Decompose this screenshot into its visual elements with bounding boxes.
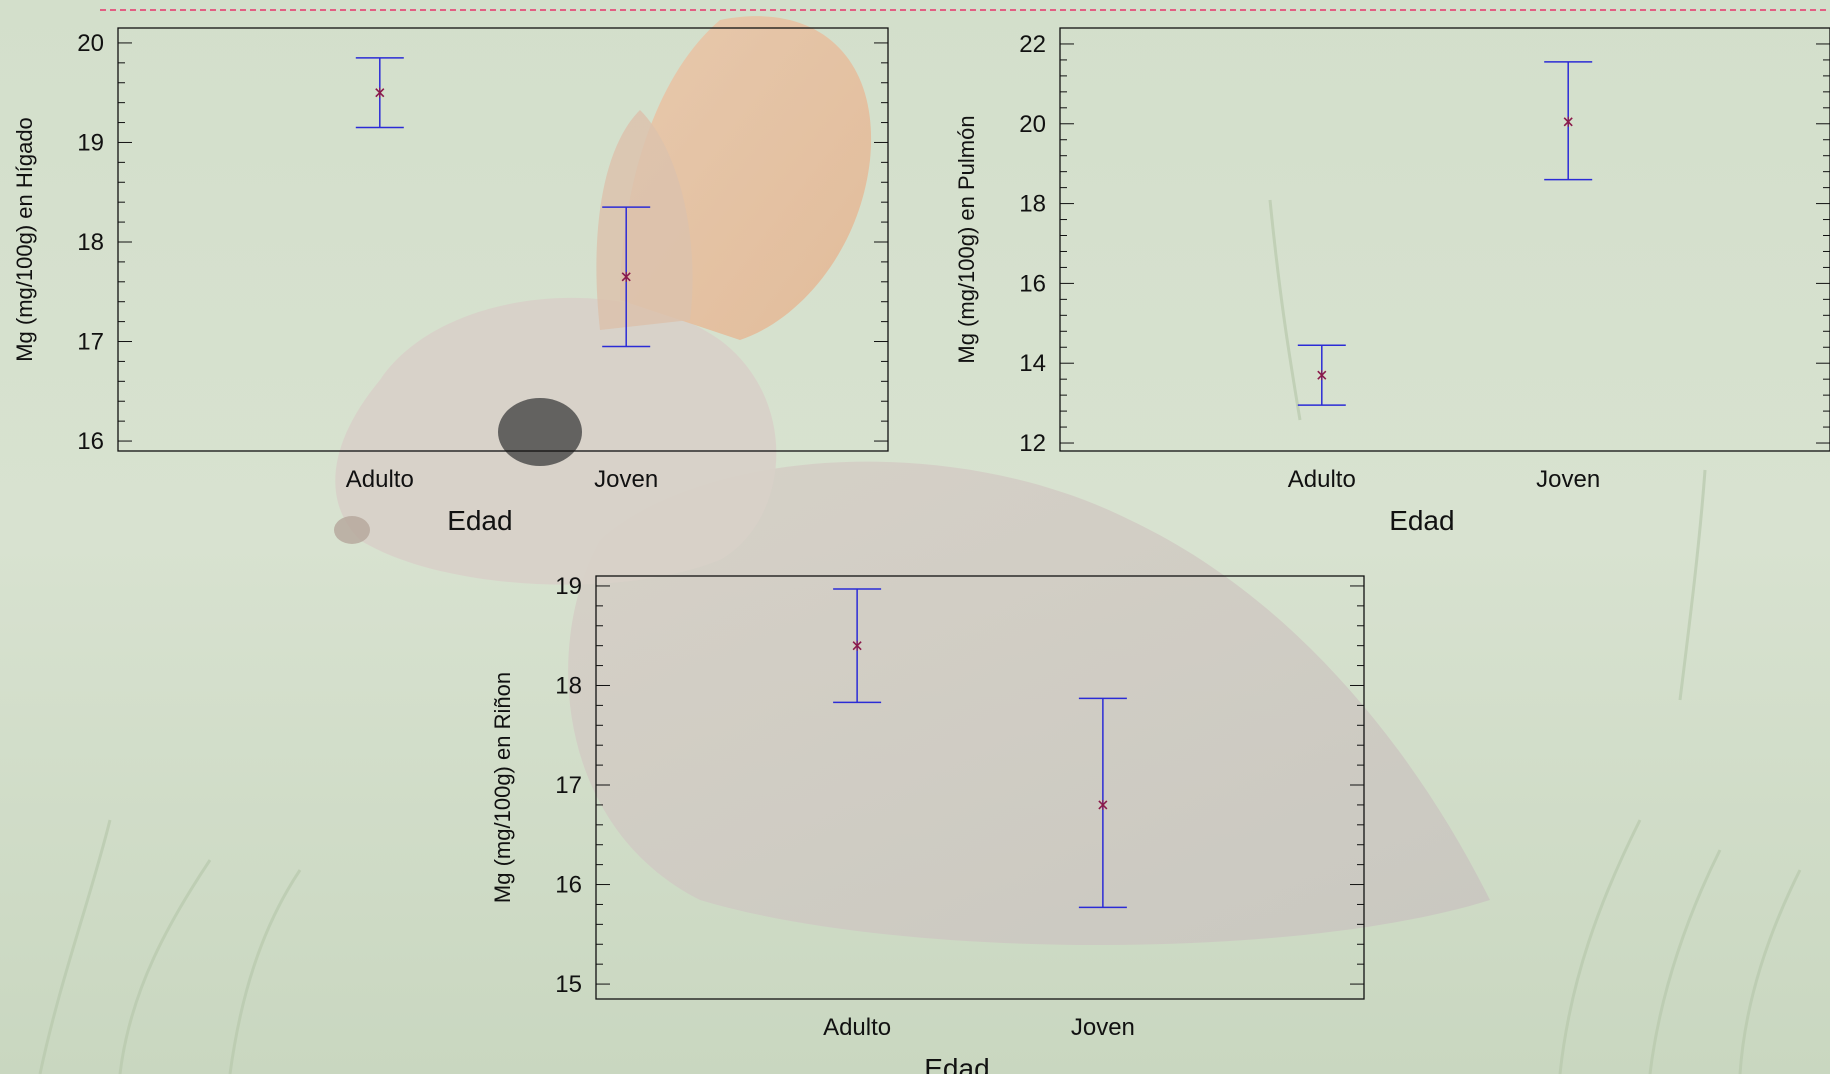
y-axis-title: Mg (mg/100g) en Hígado — [12, 117, 37, 362]
rabbit-body — [568, 461, 1490, 945]
x-axis-title: Edad — [447, 505, 512, 536]
y-tick-label: 17 — [77, 329, 104, 356]
y-tick-label: 18 — [555, 672, 582, 699]
x-category-label: Adulto — [1288, 466, 1356, 493]
rabbit-ear-front — [596, 110, 693, 330]
rabbit-eye — [498, 398, 582, 466]
chart-1: 16 17 18 19 20 Adulto Joven Edad Mg (mg/100g) en… — [12, 27, 889, 536]
rabbit-nose — [334, 516, 370, 544]
y-tick-label: 15 — [555, 971, 582, 998]
x-category-label: Joven — [1536, 466, 1600, 493]
y-tick-label: 18 — [77, 229, 104, 256]
plot-frame — [1059, 27, 1830, 452]
y-axis-title: Mg (mg/100g) en Pulmón — [954, 115, 979, 363]
x-axis-title: Edad — [924, 1053, 989, 1074]
plot-frame — [117, 27, 889, 452]
chart-2: 12 14 16 18 20 22 Adulto Joven Edad Mg (mg/100g) … — [954, 27, 1830, 536]
y-tick-label: 16 — [555, 872, 582, 899]
mean-point-joven — [621, 271, 631, 282]
mean-point-adulto — [852, 640, 862, 651]
x-category-label: Joven — [594, 466, 658, 493]
y-axis-title: Mg (mg/100g) en Riñon — [490, 672, 515, 903]
y-tick-label: 14 — [1019, 350, 1046, 377]
x-axis-title: Edad — [1389, 505, 1454, 536]
x-category-label: Adulto — [823, 1014, 891, 1041]
y-tick-label: 17 — [555, 772, 582, 799]
plot-frame — [595, 575, 1365, 1000]
x-category-label: Adulto — [346, 466, 414, 493]
chart-3: 15 16 17 18 19 Adulto Joven Edad Mg (mg/100g) en… — [490, 573, 1365, 1074]
y-tick-label: 12 — [1019, 430, 1046, 457]
mean-point-adulto — [1317, 370, 1327, 381]
y-tick-label: 20 — [77, 30, 104, 57]
grass-blades — [38, 199, 1802, 1074]
y-tick-label: 19 — [555, 573, 582, 600]
mean-point-adulto — [375, 87, 385, 98]
y-tick-label: 16 — [1019, 270, 1046, 297]
y-tick-label: 16 — [77, 428, 104, 455]
mean-point-joven — [1098, 799, 1108, 810]
y-tick-label: 18 — [1019, 191, 1046, 218]
y-tick-label: 22 — [1019, 31, 1046, 58]
mean-point-joven — [1563, 116, 1573, 127]
y-tick-label: 19 — [77, 129, 104, 156]
y-tick-label: 20 — [1019, 111, 1046, 138]
x-category-label: Joven — [1071, 1014, 1135, 1041]
